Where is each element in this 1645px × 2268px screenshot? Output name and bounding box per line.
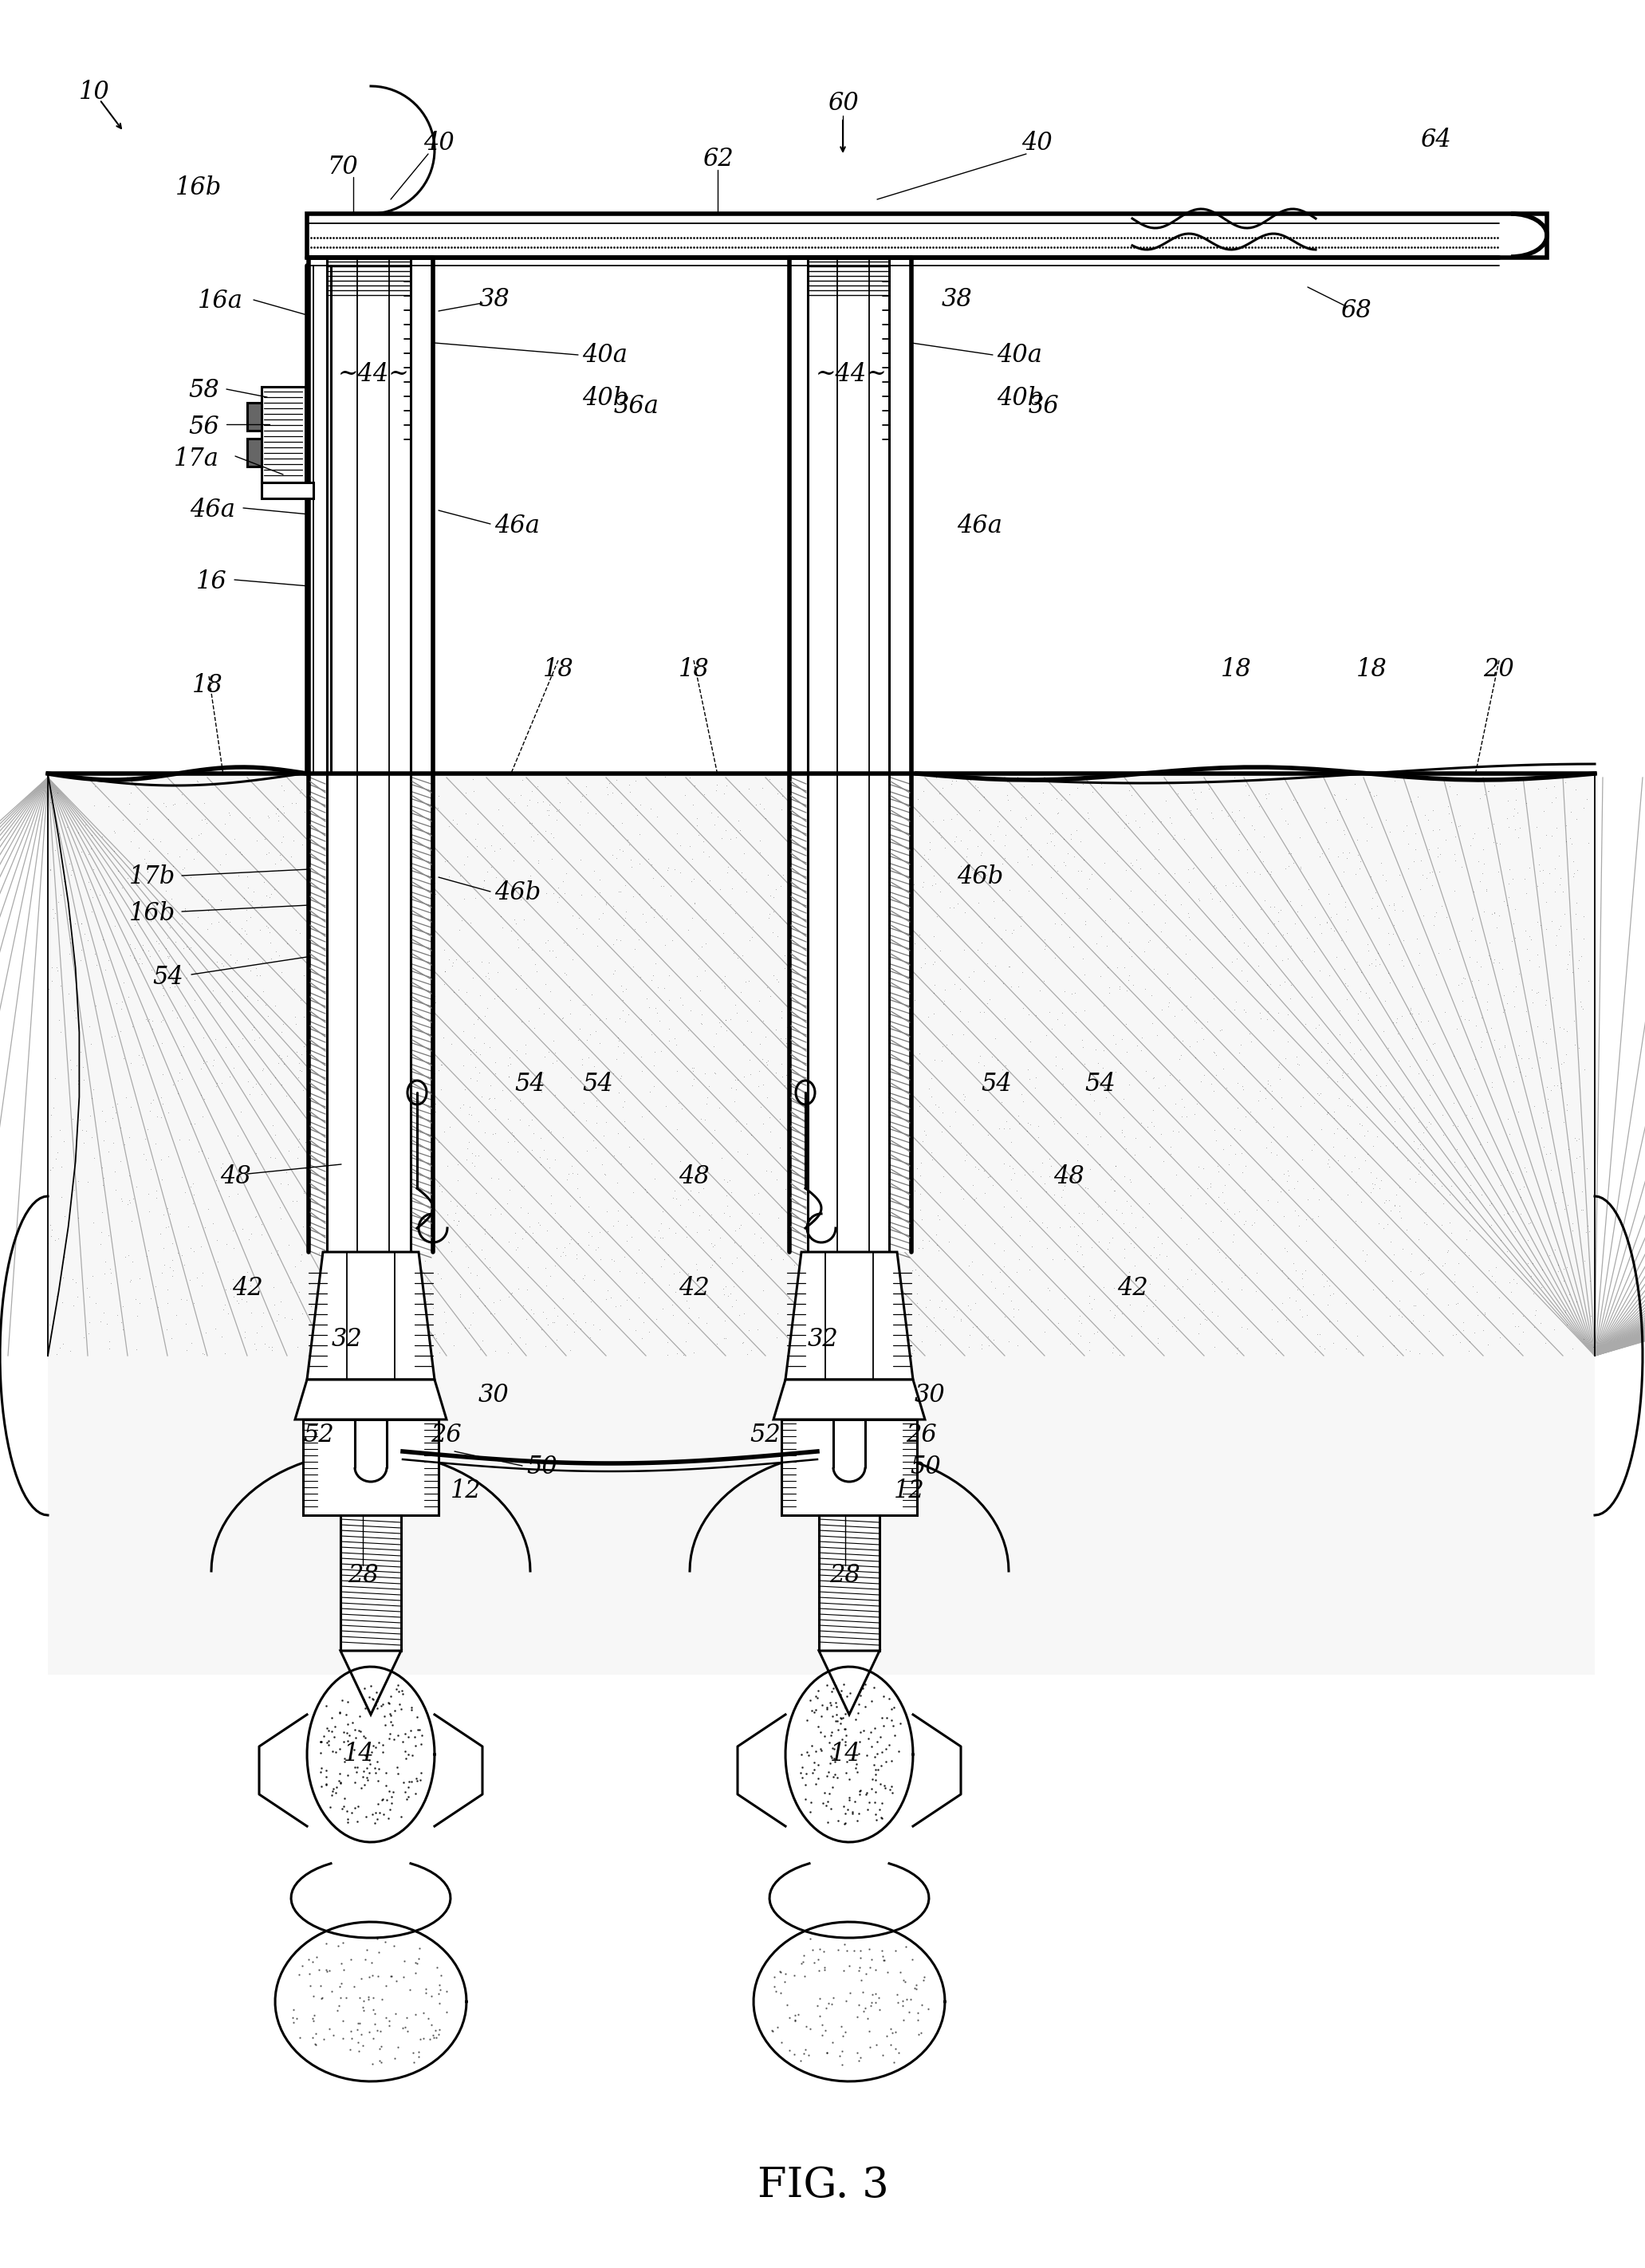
Text: 52: 52 (304, 1422, 334, 1447)
Text: 26: 26 (905, 1422, 936, 1447)
Text: 48: 48 (220, 1163, 250, 1188)
Text: 40a: 40a (997, 342, 1041, 367)
Text: 32: 32 (808, 1327, 839, 1352)
Text: 36: 36 (1028, 395, 1059, 420)
Text: 32: 32 (331, 1327, 362, 1352)
Text: 38: 38 (479, 286, 510, 311)
Text: 28: 28 (829, 1563, 860, 1588)
Polygon shape (819, 1651, 880, 1715)
Text: 10: 10 (79, 79, 110, 104)
Bar (247, 438, 262, 467)
Bar (309, 259, 327, 1252)
Polygon shape (308, 1667, 434, 1842)
Polygon shape (773, 1379, 924, 1420)
Text: 26: 26 (431, 1422, 462, 1447)
Text: 40b: 40b (582, 386, 628, 411)
Text: 42: 42 (678, 1275, 709, 1300)
Text: 17a: 17a (174, 447, 219, 472)
Text: 62: 62 (702, 147, 734, 172)
Polygon shape (294, 1379, 446, 1420)
Text: 50: 50 (526, 1456, 558, 1479)
Text: 42: 42 (232, 1275, 263, 1300)
Text: ~44~: ~44~ (816, 363, 887, 388)
Text: 16b: 16b (176, 175, 222, 200)
Text: 18: 18 (678, 658, 709, 683)
Bar (308, 213, 1546, 259)
Text: 42: 42 (1117, 1275, 1148, 1300)
Polygon shape (308, 1252, 434, 1379)
Text: 30: 30 (915, 1383, 944, 1408)
Text: 48: 48 (678, 1163, 709, 1188)
Text: 18: 18 (543, 658, 574, 683)
Bar (888, 259, 911, 1252)
Text: 52: 52 (750, 1422, 781, 1447)
Text: 12: 12 (895, 1479, 924, 1504)
Text: 14: 14 (344, 1742, 375, 1767)
Text: 36a: 36a (614, 395, 660, 420)
Text: 40b: 40b (997, 386, 1043, 411)
Polygon shape (291, 1864, 451, 1937)
Text: 46a: 46a (495, 515, 540, 540)
Bar (819, 1515, 880, 1651)
Text: 12: 12 (451, 1479, 482, 1504)
Text: 54: 54 (582, 1073, 614, 1098)
Text: 46b: 46b (495, 880, 541, 905)
Text: 28: 28 (347, 1563, 378, 1588)
Bar (327, 259, 411, 1252)
Polygon shape (770, 1864, 929, 1937)
Text: 54: 54 (1086, 1073, 1115, 1098)
Text: 18: 18 (1355, 658, 1387, 683)
Text: 50: 50 (910, 1456, 941, 1479)
Text: 68: 68 (1341, 299, 1370, 324)
Text: 54: 54 (515, 1073, 546, 1098)
Text: 20: 20 (1484, 658, 1515, 683)
Polygon shape (753, 1921, 944, 2082)
Bar (411, 259, 433, 1252)
Text: 54: 54 (982, 1073, 1012, 1098)
Text: 16b: 16b (128, 900, 176, 925)
Bar (808, 259, 888, 1252)
Text: 64: 64 (1420, 127, 1451, 152)
Text: 70: 70 (327, 154, 359, 179)
Bar (341, 1515, 401, 1651)
Text: 40: 40 (1022, 132, 1053, 156)
Text: 17b: 17b (128, 864, 176, 889)
Text: 48: 48 (1053, 1163, 1084, 1188)
Text: 54: 54 (153, 964, 183, 989)
Text: 18: 18 (192, 674, 222, 699)
Text: FIG. 3: FIG. 3 (757, 2164, 888, 2204)
Polygon shape (48, 773, 1594, 1674)
Bar (790, 259, 808, 1252)
Text: 46a: 46a (957, 515, 1002, 540)
Text: 40a: 40a (582, 342, 627, 367)
Polygon shape (785, 1667, 913, 1842)
Bar (303, 1420, 439, 1515)
Text: 16a: 16a (197, 288, 243, 313)
Text: 46a: 46a (189, 499, 235, 522)
Text: 60: 60 (827, 91, 859, 116)
Text: 46b: 46b (957, 864, 1003, 889)
Text: 14: 14 (829, 1742, 860, 1767)
Bar (247, 404, 262, 431)
Text: 56: 56 (189, 415, 219, 440)
Text: 30: 30 (479, 1383, 510, 1408)
Bar (262, 388, 306, 483)
Polygon shape (785, 1252, 913, 1379)
Bar (262, 483, 313, 499)
Polygon shape (275, 1921, 467, 2082)
Text: 18: 18 (1221, 658, 1252, 683)
Text: 58: 58 (189, 379, 219, 404)
Polygon shape (341, 1651, 401, 1715)
Text: 38: 38 (941, 286, 972, 311)
Text: 40: 40 (423, 132, 454, 156)
Text: ~44~: ~44~ (339, 363, 410, 388)
Bar (781, 1420, 916, 1515)
Text: 16: 16 (196, 569, 227, 594)
